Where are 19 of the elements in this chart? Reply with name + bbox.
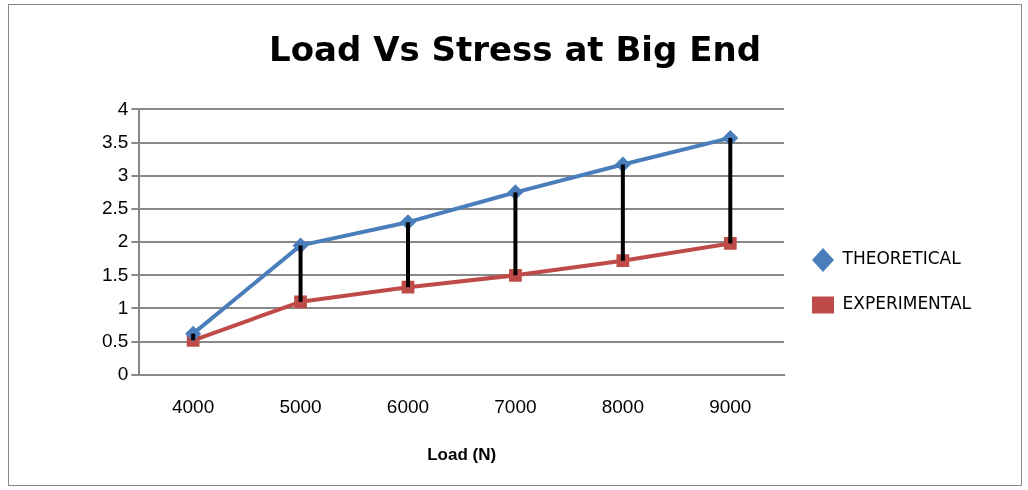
y-tick-label: 3.5 xyxy=(101,130,129,152)
y-tick-label: 1 xyxy=(117,296,129,318)
y-tick-label: 2.5 xyxy=(101,197,129,219)
x-tick-label: 4000 xyxy=(171,396,215,418)
legend-label: EXPERIMENTAL xyxy=(842,293,972,314)
y-tick-label: 3 xyxy=(117,163,129,185)
chart-title: Load Vs Stress at Big End xyxy=(268,29,762,69)
x-axis-title: Load (N) xyxy=(427,445,497,465)
y-tick-label: 0.5 xyxy=(101,329,129,351)
x-tick-label: 7000 xyxy=(494,396,537,418)
x-tick-label: 9000 xyxy=(709,396,752,418)
x-tick-label: 6000 xyxy=(386,396,430,418)
y-tick-label: 2 xyxy=(117,230,129,252)
y-tick-label: 4 xyxy=(117,97,129,119)
y-tick-label: 1.5 xyxy=(101,263,129,285)
x-tick-label: 5000 xyxy=(279,396,322,418)
legend-label: THEORETICAL xyxy=(841,248,962,269)
x-tick-label: 8000 xyxy=(601,396,644,418)
y-tick-label: 0 xyxy=(117,363,129,385)
